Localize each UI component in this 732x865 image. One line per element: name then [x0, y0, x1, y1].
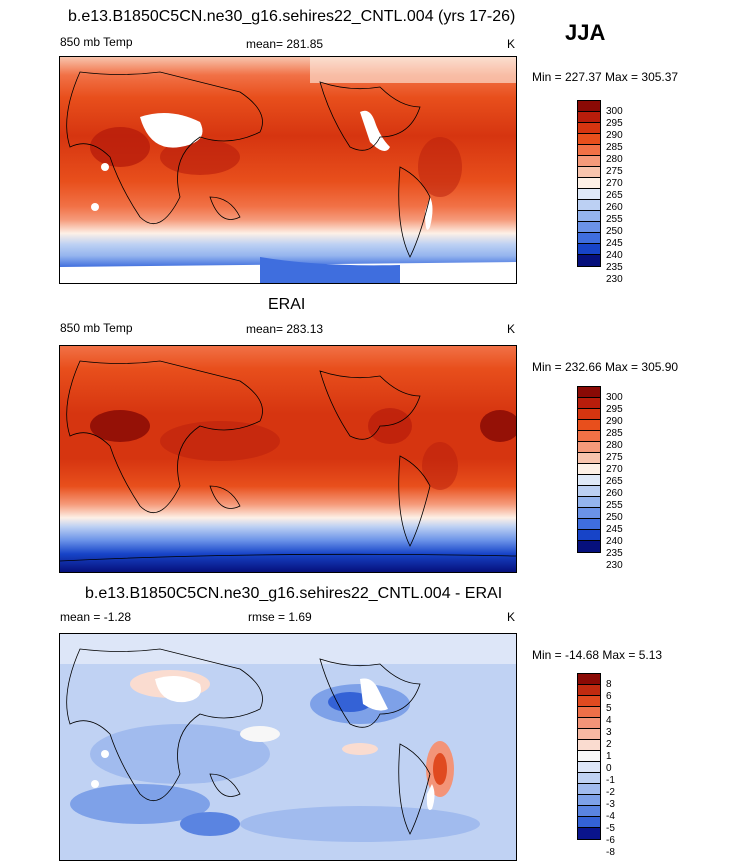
panel2-colorbar: [577, 386, 601, 553]
panel2-units: K: [507, 322, 516, 336]
panel3-level: 3: [606, 727, 612, 738]
season-label: JJA: [565, 20, 606, 45]
panel1-level: 290: [606, 130, 623, 141]
panel3-level: -1: [606, 775, 615, 786]
panel2-level: 255: [606, 500, 623, 511]
panel1-level: 265: [606, 190, 623, 201]
panel2-variable-label: 850 mb Temp: [60, 321, 133, 335]
panel3-rmse-label: rmse = 1.69: [248, 610, 312, 624]
panel1-mean-label: mean= 281.85: [246, 37, 324, 51]
panel1-colorbar-labels: 300 295 290 285 280 275 270 265 260 255 …: [606, 106, 623, 286]
panel2-level: 290: [606, 416, 623, 427]
panel3-minmax: Min = -14.68 Max = 5.13: [532, 648, 663, 662]
panel1-colorbar: [577, 100, 601, 267]
panel2-level: 235: [606, 548, 623, 559]
panel3-level: -6: [606, 835, 615, 846]
panel2-level: 245: [606, 524, 623, 535]
panel3-map: [59, 633, 517, 861]
panel2-minmax: Min = 232.66 Max = 305.90: [532, 360, 679, 374]
panel1-units: K: [507, 37, 516, 51]
panel2-level: 300: [606, 392, 623, 403]
panel2-level: 280: [606, 440, 623, 451]
panel3-level: -2: [606, 787, 615, 798]
panel3-level: 2: [606, 739, 612, 750]
panel1-map: [59, 56, 517, 284]
panel1-title: b.e13.B1850C5CN.ne30_g16.sehires22_CNTL.…: [68, 8, 516, 25]
panel3-title: b.e13.B1850C5CN.ne30_g16.sehires22_CNTL.…: [85, 585, 503, 602]
panel3-level: 5: [606, 703, 612, 714]
panel1-variable-label: 850 mb Temp: [60, 35, 133, 49]
panel3-level: -4: [606, 811, 615, 822]
panel2-level: 295: [606, 404, 623, 415]
panel2-colorbar-labels: 300 295 290 285 280 275 270 265 260 255 …: [606, 392, 623, 572]
panel1-level: 275: [606, 166, 623, 177]
panel2-level: 230: [606, 560, 623, 571]
panel1-level: 285: [606, 142, 623, 153]
panel3-level: 8: [606, 679, 612, 690]
panel1-level: 250: [606, 226, 623, 237]
panel2-title: ERAI: [268, 296, 306, 313]
panel1-level: 245: [606, 238, 623, 249]
panel3-level: -8: [606, 847, 615, 858]
panel3-level: 0: [606, 763, 612, 774]
panel1-minmax: Min = 227.37 Max = 305.37: [532, 70, 679, 84]
panel3-level: 4: [606, 715, 612, 726]
panel3-level: -3: [606, 799, 615, 810]
panel3-level: 1: [606, 751, 612, 762]
panel1-level: 300: [606, 106, 623, 117]
panel2-map: [59, 345, 517, 573]
panel1-level: 280: [606, 154, 623, 165]
panel3-mean-label: mean = -1.28: [60, 610, 132, 624]
panel2-level: 275: [606, 452, 623, 463]
panel2-mean-label: mean= 283.13: [246, 322, 324, 336]
panel1-temperature-field: [60, 57, 516, 283]
panel3-units: K: [507, 610, 516, 624]
panel2-level: 265: [606, 476, 623, 487]
panel3-colorbar: [577, 673, 601, 840]
panel2-level: 270: [606, 464, 623, 475]
panel3-level: 6: [606, 691, 612, 702]
panel3-level: -5: [606, 823, 615, 834]
panel1-level: 230: [606, 274, 623, 285]
panel2-level: 240: [606, 536, 623, 547]
panel1-level: 255: [606, 214, 623, 225]
panel2-level: 250: [606, 512, 623, 523]
panel1-level: 295: [606, 118, 623, 129]
panel1-level: 235: [606, 262, 623, 273]
panel1-level: 270: [606, 178, 623, 189]
panel2-temperature-field: [60, 346, 516, 572]
panel3-colorbar-labels: 8 6 5 4 3 2 1 0 -1 -2 -3 -4 -5 -6 -8: [606, 679, 615, 859]
panel2-level: 285: [606, 428, 623, 439]
panel1-level: 240: [606, 250, 623, 261]
panel1-level: 260: [606, 202, 623, 213]
panel2-level: 260: [606, 488, 623, 499]
panel3-difference-field: [60, 634, 516, 860]
